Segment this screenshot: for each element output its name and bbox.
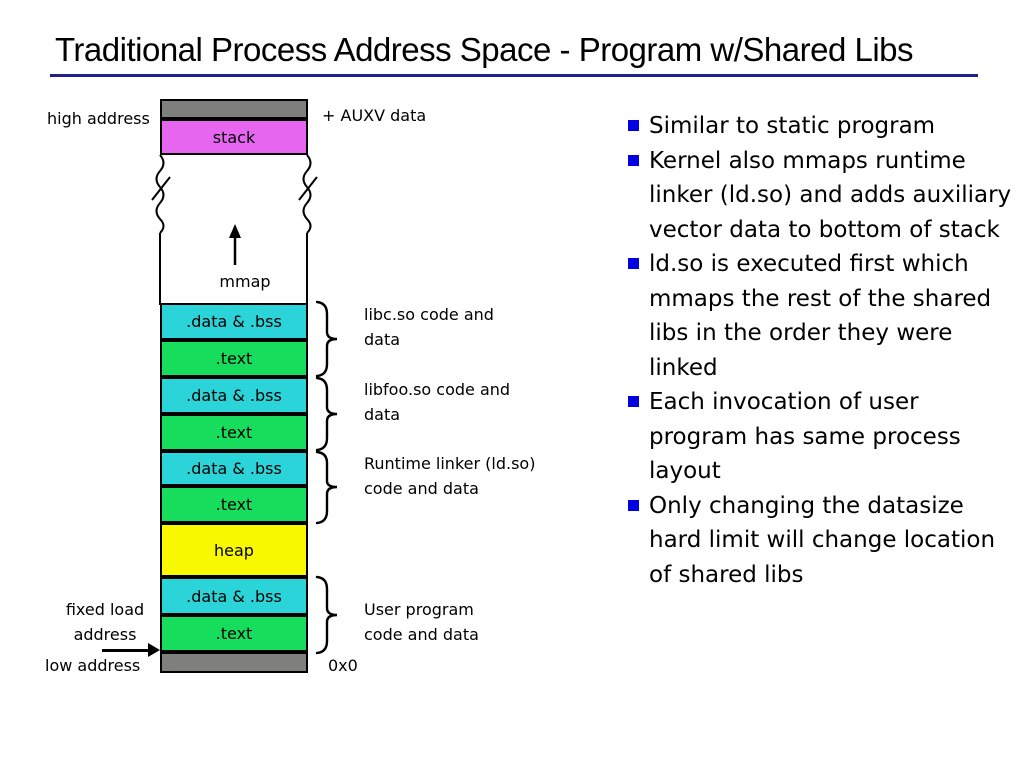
low-address-arrow-line [102,649,150,652]
bullet-item: Each invocation of user program has same… [628,385,1013,489]
bullet-item: Similar to static program [628,109,1013,144]
segment-ldso-data: .data & .bss [160,451,308,486]
bullet-item: Only changing the datasize hard limit wi… [628,489,1013,593]
ldso-group-label: Runtime linker (ld.so) code and data [364,454,536,498]
segment-libc-data: .data & .bss [160,303,308,340]
segment-user-text: .text [160,615,308,652]
segment-libfoo-text: .text [160,414,308,451]
page-title: Traditional Process Address Space - Prog… [55,31,914,68]
user-program-group-label: User program code and data [364,600,479,644]
fixed-load-address-label: fixed load address [65,600,145,644]
zero-address-label: 0x0 [328,656,358,675]
ldso-brace [315,450,338,525]
segment-ldso-text: .text [160,486,308,523]
title-underline [50,74,978,77]
mmap-up-arrow-icon [229,224,241,265]
bullet-list: Similar to static program Kernel also mm… [628,109,1013,592]
high-address-label: high address [47,109,150,128]
low-address-arrow-head [148,643,160,657]
libfoo-group-label: libfoo.so code and data [364,380,511,424]
segment-heap: heap [160,523,308,577]
user-program-brace [315,575,338,655]
segment-stack: stack [160,119,308,155]
libc-group-label: libc.so code and data [364,305,494,349]
libfoo-brace [315,376,338,452]
segment-libfoo-data: .data & .bss [160,377,308,414]
segment-libc-text: .text [160,340,308,377]
bullet-item: ld.so is executed first which mmaps the … [628,247,1013,385]
bullet-item: Kernel also mmaps runtime linker (ld.so)… [628,144,1013,248]
auxv-data-label: + AUXV data [322,106,427,125]
address-space-gap-squiggle [151,154,318,305]
segment-low [160,652,308,673]
segment-auxv [160,99,308,119]
mmap-label: mmap [219,272,271,291]
libc-brace [315,300,338,378]
segment-user-data: .data & .bss [160,577,308,615]
low-address-label: low address [45,656,141,675]
